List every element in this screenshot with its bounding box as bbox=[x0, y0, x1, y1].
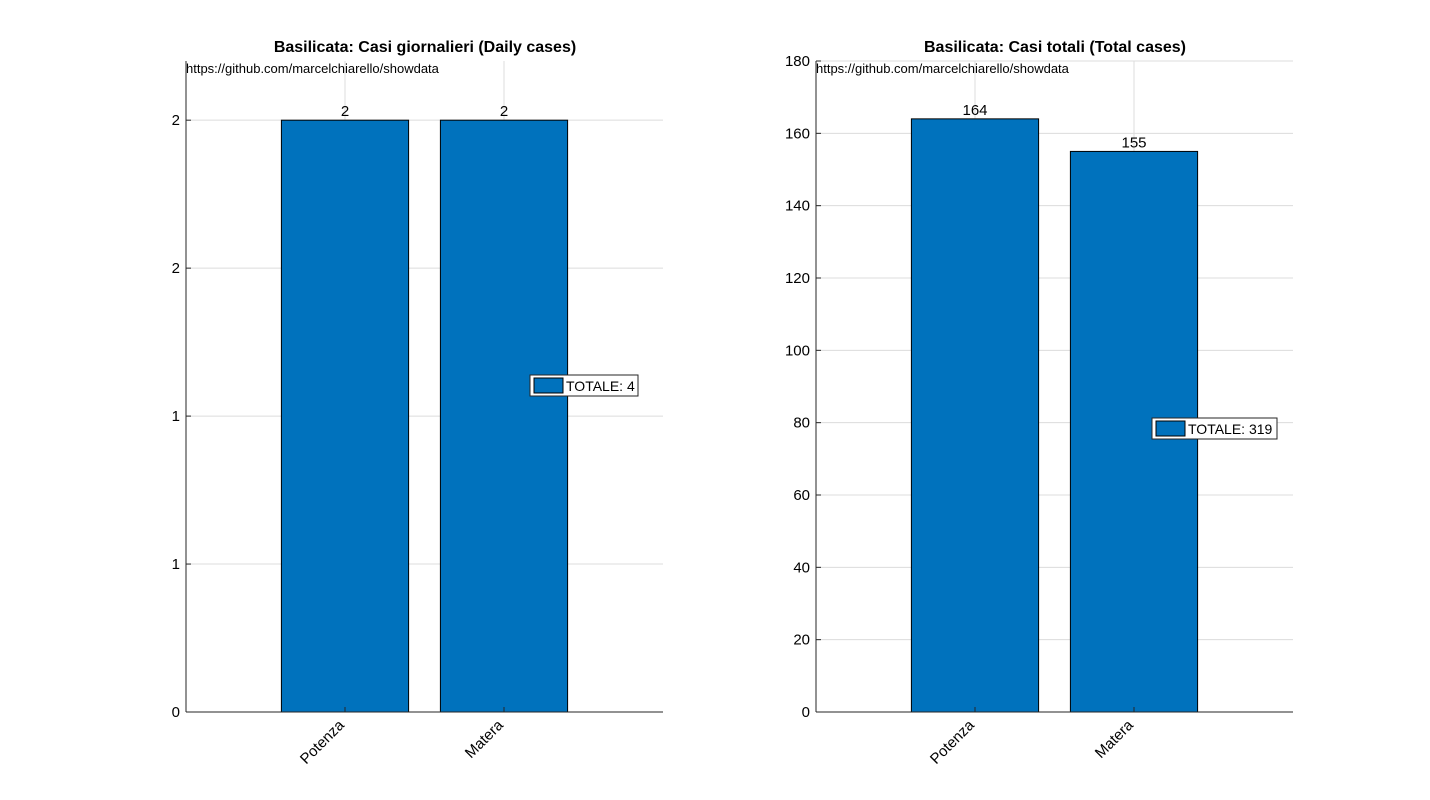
total-cases-x-tick-label-matera: Matera bbox=[1092, 716, 1137, 761]
total-cases-bars bbox=[910, 118, 1199, 713]
total-cases-data-label-potenza: 164 bbox=[962, 102, 987, 119]
total-cases-chart: 0 20 40 60 80 100 120 140 160 180 Potenza Matera 1… bbox=[785, 39, 1293, 768]
total-cases-y-ticks: 0 20 40 60 80 100 120 140 160 180 bbox=[785, 53, 821, 721]
daily-cases-x-tick-label-matera: Matera bbox=[462, 716, 507, 761]
total-cases-y-tick-label: 160 bbox=[785, 125, 810, 142]
total-cases-source-url: https://github.com/marcelchiarello/showd… bbox=[816, 61, 1070, 76]
daily-cases-x-ticks: Potenza Matera bbox=[297, 707, 507, 768]
daily-cases-axes bbox=[185, 61, 663, 713]
total-cases-y-tick-label: 140 bbox=[785, 198, 810, 215]
daily-cases-y-tick-label: 1 bbox=[172, 408, 180, 425]
daily-cases-y-tick-label: 2 bbox=[172, 112, 180, 129]
total-cases-y-tick-label: 0 bbox=[802, 704, 810, 721]
daily-cases-y-ticks: 0 1 1 2 2 bbox=[172, 112, 191, 721]
total-cases-y-tick-label: 20 bbox=[793, 632, 810, 649]
daily-cases-y-tick-label: 1 bbox=[172, 556, 180, 573]
daily-cases-legend-swatch bbox=[533, 377, 564, 394]
total-cases-data-label-matera: 155 bbox=[1121, 134, 1146, 151]
total-cases-grid bbox=[816, 60, 1293, 713]
daily-cases-bar-potenza bbox=[280, 119, 410, 713]
total-cases-title: Basilicata: Casi totali (Total cases) bbox=[924, 39, 1186, 56]
daily-cases-data-label-potenza: 2 bbox=[341, 103, 349, 120]
daily-cases-bars bbox=[280, 119, 569, 713]
daily-cases-bar-matera bbox=[439, 119, 569, 713]
total-cases-bar-potenza bbox=[910, 118, 1040, 713]
total-cases-y-tick-label: 80 bbox=[793, 415, 810, 432]
total-cases-y-tick-label: 40 bbox=[793, 559, 810, 576]
daily-cases-y-tick-label: 2 bbox=[172, 260, 180, 277]
total-cases-x-ticks: Potenza Matera bbox=[927, 707, 1137, 768]
total-cases-y-tick-label: 120 bbox=[785, 270, 810, 287]
total-cases-legend-label: TOTALE: 319 bbox=[1188, 421, 1273, 437]
total-cases-legend: TOTALE: 319 bbox=[1151, 417, 1278, 440]
total-cases-y-tick-label: 100 bbox=[785, 342, 810, 359]
total-cases-x-tick-label-potenza: Potenza bbox=[927, 716, 978, 767]
daily-cases-title: Basilicata: Casi giornalieri (Daily case… bbox=[274, 39, 576, 56]
total-cases-y-tick-label: 180 bbox=[785, 53, 810, 70]
daily-cases-source-url: https://github.com/marcelchiarello/showd… bbox=[186, 61, 440, 76]
daily-cases-x-tick-label-potenza: Potenza bbox=[297, 716, 348, 767]
daily-cases-y-tick-label: 0 bbox=[172, 704, 180, 721]
total-cases-axes bbox=[815, 61, 1293, 713]
daily-cases-legend-label: TOTALE: 4 bbox=[566, 378, 635, 394]
total-cases-legend-swatch bbox=[1155, 420, 1186, 437]
total-cases-y-tick-label: 60 bbox=[793, 487, 810, 504]
daily-cases-data-label-matera: 2 bbox=[500, 103, 508, 120]
daily-cases-legend: TOTALE: 4 bbox=[529, 374, 639, 397]
total-cases-data-labels: 164 155 bbox=[962, 102, 1146, 152]
